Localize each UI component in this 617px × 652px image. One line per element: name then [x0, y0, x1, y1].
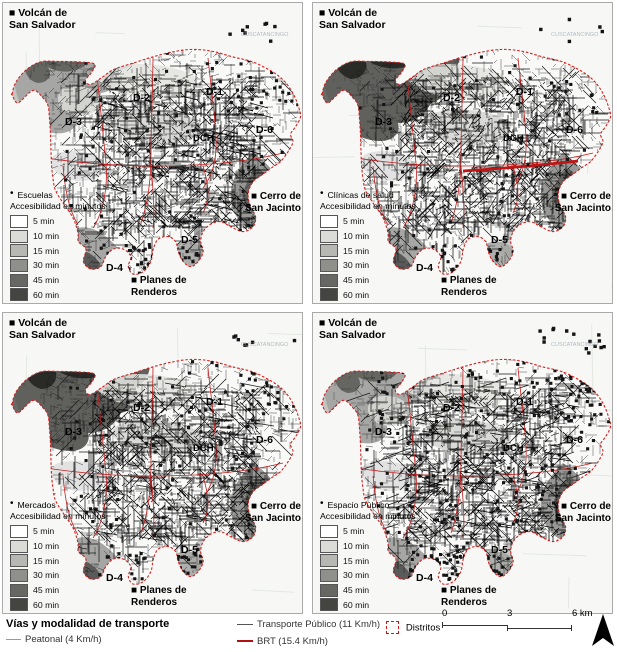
svg-text:DCH: DCH — [193, 443, 214, 454]
svg-text:D-3: D-3 — [65, 426, 82, 438]
svg-text:D-1: D-1 — [516, 86, 533, 98]
svg-text:D-2: D-2 — [443, 92, 460, 104]
svg-text:CUSCATANCINGO: CUSCATANCINGO — [241, 32, 289, 38]
svg-text:DCH: DCH — [503, 133, 524, 144]
svg-text:D-6: D-6 — [256, 434, 273, 446]
svg-text:DCH: DCH — [503, 443, 524, 454]
svg-text:D-5: D-5 — [181, 544, 198, 556]
svg-text:D-2: D-2 — [133, 402, 150, 414]
svg-text:D-5: D-5 — [181, 234, 198, 246]
svg-text:D-1: D-1 — [206, 86, 223, 98]
svg-text:D-3: D-3 — [375, 116, 392, 128]
svg-text:D-6: D-6 — [566, 124, 583, 136]
svg-text:D-2: D-2 — [133, 92, 150, 104]
svg-text:D-6: D-6 — [566, 434, 583, 446]
svg-text:D-5: D-5 — [491, 544, 508, 556]
svg-text:D-2: D-2 — [443, 402, 460, 414]
svg-text:CUSCATANCINGO: CUSCATANCINGO — [241, 342, 289, 348]
svg-text:CUSCATANCINGO: CUSCATANCINGO — [551, 32, 599, 38]
svg-text:D-1: D-1 — [516, 396, 533, 408]
svg-text:D-3: D-3 — [65, 116, 82, 128]
svg-text:CUSCATANCINGO: CUSCATANCINGO — [551, 342, 599, 348]
svg-text:D-3: D-3 — [375, 426, 392, 438]
svg-text:D-5: D-5 — [491, 234, 508, 246]
svg-text:D-6: D-6 — [256, 124, 273, 136]
svg-text:D-1: D-1 — [206, 396, 223, 408]
svg-text:DCH: DCH — [193, 133, 214, 144]
